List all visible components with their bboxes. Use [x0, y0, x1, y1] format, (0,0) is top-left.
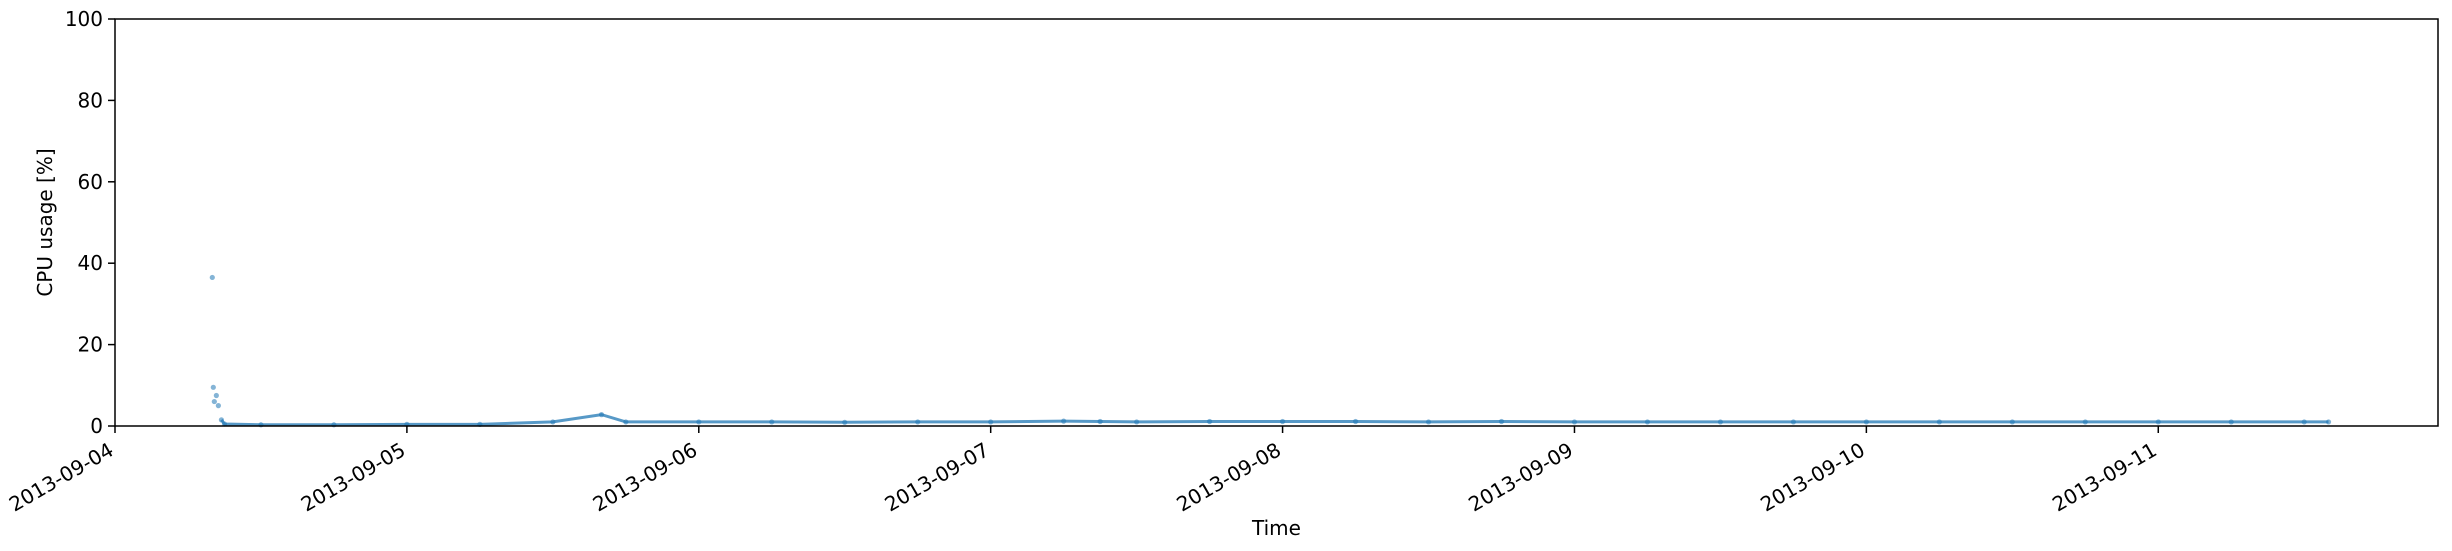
data-point [1936, 419, 1942, 425]
y-tick-label: 20 [78, 333, 103, 357]
data-point [2325, 419, 2332, 425]
data-point [2301, 419, 2307, 425]
x-tick-label: 2013-09-07 [881, 438, 994, 517]
data-point [211, 398, 217, 405]
data-point [215, 403, 221, 409]
data-point [213, 392, 219, 399]
y-tick-label: 0 [90, 414, 103, 438]
data-point [1352, 418, 1359, 425]
data-point [842, 419, 848, 425]
data-point [623, 419, 629, 425]
data-point [1717, 419, 1724, 425]
data-point [2082, 419, 2088, 425]
data-point [550, 419, 556, 425]
data-point [988, 419, 994, 425]
data-point [1097, 418, 1103, 425]
data-point [1571, 419, 1578, 425]
y-tick-label: 40 [78, 251, 103, 275]
y-tick-label: 100 [65, 7, 103, 31]
data-point [1790, 419, 1796, 425]
data-points [209, 274, 2332, 428]
data-point [1279, 418, 1286, 425]
plot-area-frame [114, 18, 2439, 427]
data-point [1134, 419, 1140, 425]
data-point [598, 412, 605, 418]
data-point [1207, 418, 1213, 425]
x-axis-ticks: 2013-09-04 2013-09-05 2013-09-06 2013-09-07… [5, 426, 2161, 516]
data-point [218, 417, 225, 423]
data-point [1644, 419, 1651, 425]
x-tick-label: 2013-09-08 [1172, 438, 1285, 517]
dense-points-band [220, 413, 2329, 427]
dense-band-line [220, 413, 2329, 427]
data-point [210, 384, 216, 390]
y-tick-label: 80 [78, 88, 103, 112]
data-point [2009, 419, 2015, 425]
x-axis-label: Time [1251, 516, 1301, 540]
data-point [2228, 419, 2234, 425]
x-tick-label: 2013-09-05 [297, 438, 410, 517]
y-axis-label: CPU usage [%] [33, 148, 57, 296]
y-axis-ticks: 0 20 40 60 80 100 [65, 7, 115, 438]
data-point [915, 419, 921, 425]
x-tick-label: 2013-09-11 [2048, 438, 2161, 517]
data-point [696, 419, 702, 425]
data-point [1498, 418, 1505, 425]
x-tick-label: 2013-09-09 [1464, 438, 1577, 517]
data-point [209, 274, 215, 281]
data-point [2155, 419, 2161, 425]
data-point [1061, 418, 1067, 424]
y-tick-label: 60 [78, 170, 103, 194]
x-tick-label: 2013-09-04 [5, 438, 118, 517]
data-point [1863, 419, 1869, 425]
x-tick-label: 2013-09-10 [1756, 438, 1869, 517]
x-tick-label: 2013-09-06 [589, 438, 702, 517]
data-point [1425, 419, 1432, 425]
data-point [769, 419, 775, 425]
